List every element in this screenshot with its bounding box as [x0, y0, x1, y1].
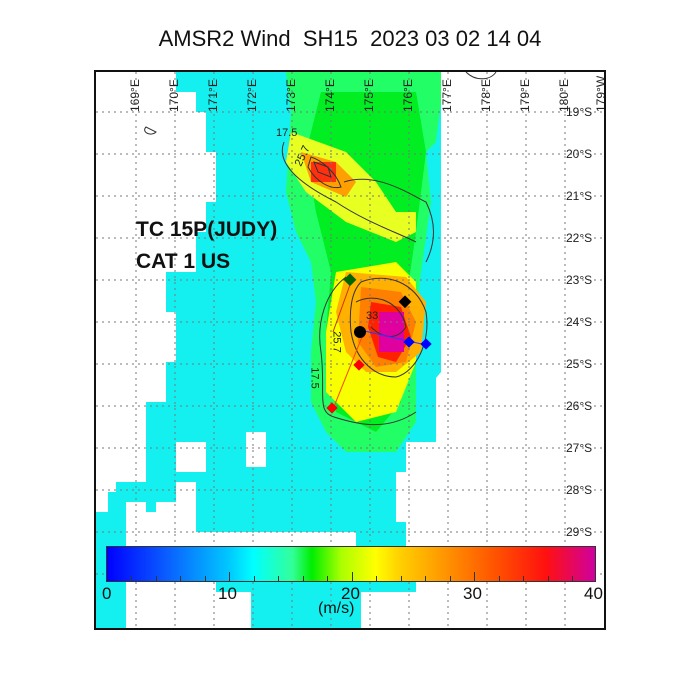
storm-name: TC 15P(JUDY) [136, 218, 278, 241]
lon-label: 179°E [518, 79, 532, 112]
lon-label: 172°E [245, 79, 259, 112]
lat-label: 28°S [566, 483, 593, 497]
lon-label: 173°E [284, 79, 298, 112]
map-frame: 169°E 170°E 171°E 172°E 173°E 174°E 175°… [94, 70, 606, 630]
contour-label: 33 [366, 310, 379, 322]
lat-label: 26°S [566, 399, 593, 413]
lat-label: 20°S [566, 147, 593, 161]
colorbar-tick: 10 [218, 584, 237, 603]
lat-label: 27°S [566, 441, 593, 455]
colorbar-tick: 20 [341, 584, 360, 603]
colorbar-tick: 40 [584, 584, 603, 603]
lat-label: 25°S [566, 357, 593, 371]
wind-contours [281, 141, 434, 426]
lat-label: 24°S [566, 315, 593, 329]
lat-label: 29°S [566, 525, 593, 539]
lat-label: 19°S [566, 105, 593, 119]
lon-label: 169°E [128, 79, 142, 112]
chart-title: AMSR2 Wind SH15 2023 03 02 14 04 [158, 26, 542, 51]
colorbar-tick: 30 [463, 584, 482, 603]
contour-label: 25.7 [330, 331, 343, 353]
lon-label: 174°E [323, 79, 337, 112]
lon-label: 176°E [401, 79, 415, 112]
lon-label: 178°E [479, 79, 493, 112]
lon-label: 177°E [440, 79, 454, 112]
storm-category: CAT 1 US [136, 250, 231, 273]
lat-label: 21°S [566, 189, 593, 203]
colorbar-tick: 0 [102, 584, 112, 603]
colorbar [106, 546, 596, 582]
lat-label: 23°S [566, 273, 593, 287]
track-markers [326, 273, 432, 414]
lat-label: 22°S [566, 231, 593, 245]
colorbar-unit: (m/s) [318, 600, 355, 617]
lon-label: 179°W [594, 75, 606, 112]
storm-label: TC 15P(JUDY) CAT 1 US [136, 214, 277, 278]
contour-label: 17.5 [308, 367, 321, 389]
contour-label: 17.5 [276, 127, 298, 139]
lon-label: 171°E [206, 79, 220, 112]
lon-label: 170°E [167, 79, 181, 112]
lon-label: 175°E [362, 79, 376, 112]
